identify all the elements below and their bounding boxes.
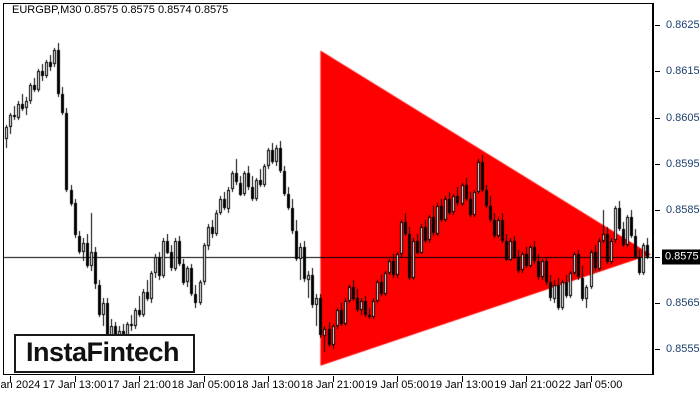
time-tick-label: 19 Jan 13:00	[429, 379, 494, 391]
brand-logo-text: InstaFintech	[26, 337, 180, 367]
time-tick-mark	[526, 376, 527, 382]
time-tick-label: 19 Jan 21:00	[494, 379, 558, 391]
time-tick-mark	[75, 376, 76, 382]
symbol-ohlc-header: EURGBP,M30 0.8575 0.8575 0.8574 0.8575	[12, 4, 229, 16]
time-tick-mark	[10, 376, 11, 382]
price-tick-mark	[655, 349, 660, 350]
brand-watermark: InstaFintech	[14, 334, 196, 373]
price-tick-mark	[655, 210, 660, 211]
time-tick-label: 17 Jan 13:00	[42, 379, 107, 391]
time-tick-mark	[204, 376, 205, 382]
price-tick-label: 0.8565	[666, 297, 700, 310]
price-tick-label: 0.8585	[666, 204, 700, 217]
time-tick-label: 17 Jan 2024	[0, 379, 41, 391]
time-tick-label: 19 Jan 05:00	[365, 379, 429, 391]
price-tick-mark	[655, 71, 660, 72]
price-tick-mark	[655, 303, 660, 304]
time-tick-label: 18 Jan 13:00	[236, 379, 300, 391]
time-tick-mark	[462, 376, 463, 382]
current-price-tag: 0.8575	[662, 249, 700, 265]
price-tick-mark	[655, 164, 660, 165]
time-tick-label: 18 Jan 05:00	[171, 379, 236, 391]
time-tick-mark	[397, 376, 398, 382]
price-tick-label: 0.8595	[666, 157, 700, 170]
time-tick-mark	[591, 376, 592, 382]
price-tick-label: 0.8605	[666, 111, 700, 124]
time-tick-label: 22 Jan 05:00	[558, 379, 623, 391]
time-tick-mark	[139, 376, 140, 382]
price-tick-label: 0.8625	[666, 18, 700, 31]
time-tick-label: 17 Jan 21:00	[107, 379, 171, 391]
price-tick-label: 0.8615	[666, 65, 700, 78]
price-tick-mark	[655, 257, 660, 258]
time-tick-mark	[333, 376, 334, 382]
time-tick-label: 18 Jan 21:00	[300, 379, 365, 391]
price-tick-label: 0.8555	[666, 343, 700, 356]
price-tick-mark	[655, 25, 660, 26]
time-tick-mark	[268, 376, 269, 382]
price-axis-line	[653, 3, 654, 375]
price-tick-mark	[655, 118, 660, 119]
